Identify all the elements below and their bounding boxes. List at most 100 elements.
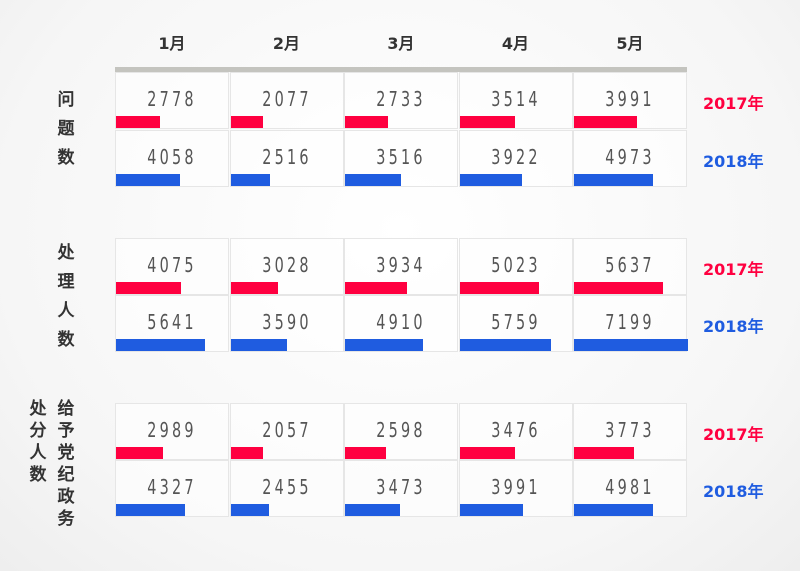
data-cell: 3514 [458, 72, 573, 129]
data-cell: 3991 [573, 72, 687, 129]
data-cell: 4973 [573, 130, 687, 187]
value-bar [116, 447, 164, 459]
data-cell: 4075 [115, 238, 229, 295]
value-label: 5759 [490, 310, 541, 334]
data-cell: 3476 [458, 403, 573, 460]
month-header: 2月 [272, 34, 301, 53]
data-cell: 3773 [573, 403, 687, 460]
value-label: 3934 [376, 253, 426, 277]
value-bar [116, 339, 206, 351]
data-cell: 2455 [229, 460, 344, 517]
series-label: 2017年 [703, 94, 764, 113]
data-cell: 3590 [229, 295, 344, 352]
value-label: 5641 [147, 310, 197, 334]
value-label: 3590 [261, 310, 312, 334]
value-bar [459, 447, 515, 459]
value-bar [116, 282, 181, 294]
value-bar [230, 282, 279, 294]
data-cell: 3473 [344, 460, 458, 517]
value-label: 2516 [261, 145, 312, 169]
data-cell: 3922 [458, 130, 573, 187]
value-bar [574, 339, 688, 351]
data-cell: 2598 [344, 403, 458, 460]
data-cell: 7199 [573, 295, 688, 352]
value-bar [230, 504, 270, 516]
data-cell: 2057 [229, 403, 344, 460]
value-bar [345, 116, 389, 128]
value-bar [230, 339, 288, 351]
series-label: 2017年 [703, 425, 764, 444]
month-header: 3月 [387, 34, 415, 53]
value-bar [230, 174, 271, 186]
data-cell: 5023 [458, 238, 573, 295]
value-label: 5023 [490, 253, 541, 277]
data-cell: 5637 [573, 238, 687, 295]
value-bar [345, 282, 408, 294]
data-cell: 4981 [573, 460, 687, 517]
value-bar [574, 174, 653, 186]
group-label: 问题数 [57, 90, 75, 168]
series-label: 2018年 [703, 152, 764, 171]
value-bar [574, 504, 653, 516]
value-label: 7199 [605, 310, 655, 334]
data-cell: 2989 [115, 403, 229, 460]
value-label: 4973 [605, 145, 655, 169]
value-label: 4075 [147, 253, 197, 277]
value-label: 3773 [605, 418, 655, 442]
value-label: 3476 [490, 418, 541, 442]
data-cell: 2077 [229, 72, 344, 129]
group-label: 处理人数 [57, 243, 75, 350]
value-bar [230, 447, 264, 459]
data-cell: 3934 [344, 238, 458, 295]
value-bar [459, 504, 523, 516]
value-bar [345, 447, 387, 459]
value-bar [459, 282, 540, 294]
value-label: 3514 [490, 87, 541, 111]
data-cell: 3991 [458, 460, 573, 517]
value-bar [345, 174, 401, 186]
value-label: 2057 [261, 418, 312, 442]
group-label: 给予党纪政务 [57, 399, 75, 529]
data-cell: 5759 [458, 295, 573, 352]
value-bar [574, 447, 634, 459]
value-bar [116, 174, 181, 186]
group-label: 处分人数 [29, 399, 47, 485]
value-label: 2778 [147, 87, 197, 111]
value-bar [574, 282, 664, 294]
series-label: 2018年 [703, 482, 764, 501]
value-label: 5637 [605, 253, 655, 277]
month-header: 1月 [158, 34, 186, 53]
value-label: 3991 [605, 87, 655, 111]
data-cell: 4058 [115, 130, 229, 187]
value-bar [459, 339, 551, 351]
value-label: 4981 [605, 475, 655, 499]
value-bar [574, 116, 638, 128]
data-cell: 2516 [229, 130, 344, 187]
series-label: 2018年 [703, 317, 764, 336]
value-label: 3473 [376, 475, 426, 499]
value-label: 4910 [376, 310, 426, 334]
header-divider [115, 67, 687, 72]
value-label: 3028 [261, 253, 312, 277]
value-bar [345, 339, 423, 351]
value-bar [116, 116, 160, 128]
value-bar [116, 504, 185, 516]
data-cell: 4327 [115, 460, 229, 517]
value-label: 2733 [376, 87, 426, 111]
value-label: 2455 [261, 475, 312, 499]
value-bar [230, 116, 264, 128]
data-cell: 5641 [115, 295, 229, 352]
data-cell: 2778 [115, 72, 229, 129]
data-cell: 4910 [344, 295, 458, 352]
series-label: 2017年 [703, 260, 764, 279]
value-label: 2598 [376, 418, 426, 442]
data-cell: 3516 [344, 130, 458, 187]
value-bar [459, 174, 522, 186]
value-label: 4327 [147, 475, 197, 499]
value-label: 2077 [261, 87, 312, 111]
value-label: 2989 [147, 418, 197, 442]
value-label: 3922 [490, 145, 541, 169]
month-header: 5月 [616, 34, 644, 53]
value-label: 4058 [147, 145, 197, 169]
value-bar [459, 116, 516, 128]
